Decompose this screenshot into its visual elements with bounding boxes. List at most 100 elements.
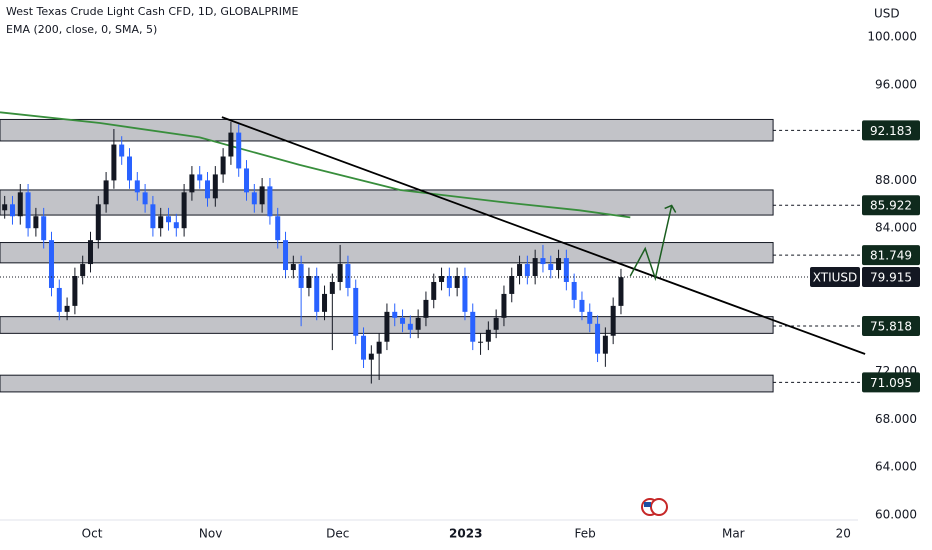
level-tag bbox=[862, 120, 920, 141]
candle-body bbox=[2, 204, 8, 211]
level-tag-label: 81.749 bbox=[870, 249, 912, 263]
candle-body bbox=[618, 277, 624, 306]
candle-body bbox=[361, 335, 367, 360]
candle-body bbox=[470, 311, 476, 342]
x-tick-label: Nov bbox=[199, 527, 222, 541]
candle-body bbox=[532, 258, 538, 276]
ema-line bbox=[0, 111, 631, 219]
candle-body bbox=[166, 216, 172, 223]
candle-body bbox=[95, 204, 101, 241]
candle-body bbox=[384, 311, 390, 342]
price-tag-label: 79.915 bbox=[870, 271, 912, 285]
candle-body bbox=[493, 317, 499, 330]
candle-body bbox=[64, 305, 70, 312]
candle-body bbox=[415, 317, 421, 330]
candle-body bbox=[244, 168, 250, 193]
y-tick-label: 60.000 bbox=[875, 508, 917, 522]
candle-body bbox=[306, 276, 312, 288]
candle-body bbox=[337, 264, 343, 282]
candle-body bbox=[571, 281, 577, 300]
candle-body bbox=[579, 299, 585, 312]
x-tick-label: Feb bbox=[574, 527, 595, 541]
candle-body bbox=[407, 323, 413, 330]
candle-body bbox=[431, 281, 437, 300]
candle-body bbox=[251, 192, 257, 205]
candle-body bbox=[290, 264, 296, 271]
candle-body bbox=[595, 323, 601, 354]
indicator-label: EMA (200, close, 0, SMA, 5) bbox=[6, 23, 157, 36]
candle-body bbox=[509, 276, 515, 294]
y-tick-label: 88.000 bbox=[875, 173, 917, 187]
candle-body bbox=[556, 258, 562, 271]
candle-body bbox=[587, 311, 593, 324]
candle-body bbox=[56, 287, 62, 312]
projection-path bbox=[629, 205, 673, 282]
candle-body bbox=[376, 341, 382, 354]
candle-body bbox=[446, 276, 452, 288]
candle-body bbox=[103, 180, 109, 205]
candle-body bbox=[322, 293, 328, 312]
candle-body bbox=[150, 204, 156, 229]
candle-body bbox=[111, 144, 117, 181]
level-tag bbox=[862, 245, 920, 266]
candle-body bbox=[602, 335, 608, 354]
candle-body bbox=[353, 287, 359, 336]
candle-body bbox=[454, 276, 460, 288]
candle-body bbox=[72, 276, 78, 306]
candle-body bbox=[158, 216, 164, 229]
level-tag-label: 85.922 bbox=[870, 199, 912, 213]
candle-body bbox=[283, 240, 289, 271]
candle-body bbox=[423, 299, 429, 318]
projection-arrowhead bbox=[664, 204, 677, 213]
candle-body bbox=[33, 216, 39, 229]
symbol-tag bbox=[810, 267, 860, 288]
candle-body bbox=[126, 156, 132, 181]
candle-body bbox=[134, 180, 140, 193]
candle-body bbox=[329, 281, 335, 294]
candle-body bbox=[80, 264, 86, 276]
candle-body bbox=[212, 174, 218, 199]
zone bbox=[0, 189, 774, 216]
candle-body bbox=[400, 317, 406, 324]
chart-title: West Texas Crude Light Cash CFD, 1D, GLO… bbox=[6, 5, 298, 18]
candle-body bbox=[259, 186, 265, 205]
level-tag-label: 75.818 bbox=[870, 319, 912, 333]
x-tick-label: 2023 bbox=[449, 527, 482, 541]
candle-body bbox=[119, 144, 125, 157]
candle-body bbox=[485, 329, 491, 342]
level-tag bbox=[862, 195, 920, 216]
candle-body bbox=[189, 174, 195, 193]
y-tick-label: 84.000 bbox=[875, 221, 917, 235]
x-tick-label: Oct bbox=[82, 527, 103, 541]
candle-body bbox=[205, 180, 211, 199]
candle-body bbox=[439, 276, 445, 282]
y-tick-label: 64.000 bbox=[875, 460, 917, 474]
flag-icon bbox=[641, 498, 668, 516]
y-tick-label: 96.000 bbox=[875, 77, 917, 91]
candle-body bbox=[548, 264, 554, 271]
level-tag bbox=[862, 315, 920, 336]
candle-body bbox=[220, 156, 226, 175]
candle-body bbox=[9, 204, 15, 217]
candle-body bbox=[275, 216, 281, 241]
trendline bbox=[221, 116, 866, 355]
candle-body bbox=[267, 186, 273, 217]
x-tick-label: Dec bbox=[326, 527, 349, 541]
candle-body bbox=[368, 353, 374, 360]
y-tick-label: 100.000 bbox=[867, 30, 917, 44]
candle-body bbox=[41, 216, 47, 241]
candle-body bbox=[173, 222, 179, 229]
candle-body bbox=[298, 264, 304, 288]
candle-body bbox=[142, 192, 148, 205]
level-tag bbox=[862, 372, 920, 393]
candle-body bbox=[524, 264, 530, 276]
price-tag bbox=[862, 267, 920, 288]
level-tag-label: 71.095 bbox=[870, 376, 912, 390]
level-tag-label: 92.183 bbox=[870, 124, 912, 138]
candle-body bbox=[87, 240, 93, 265]
candle-body bbox=[17, 192, 23, 217]
x-tick-label: Mar bbox=[722, 527, 745, 541]
candle-body bbox=[610, 305, 616, 336]
